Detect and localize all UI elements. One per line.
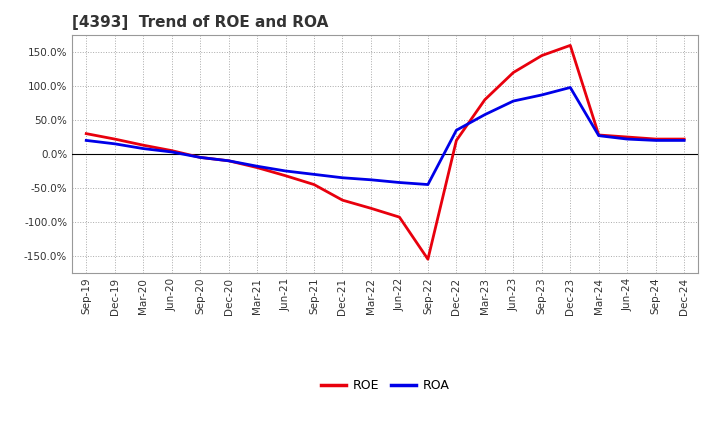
Text: [4393]  Trend of ROE and ROA: [4393] Trend of ROE and ROA — [72, 15, 328, 30]
ROE — [139, 143, 148, 148]
ROE — [452, 138, 461, 143]
Legend: ROE, ROA: ROE, ROA — [316, 374, 454, 397]
ROE — [282, 173, 290, 178]
ROA — [366, 177, 375, 183]
ROA — [652, 138, 660, 143]
ROA — [623, 136, 631, 142]
ROE — [509, 70, 518, 75]
ROE — [366, 205, 375, 211]
ROA — [452, 128, 461, 133]
Line: ROE: ROE — [86, 45, 684, 259]
ROE — [167, 148, 176, 153]
ROA — [395, 180, 404, 185]
ROA — [253, 164, 261, 169]
ROE — [253, 165, 261, 170]
ROA — [225, 158, 233, 163]
ROE — [423, 257, 432, 262]
ROA — [310, 172, 318, 177]
ROA — [282, 169, 290, 174]
ROE — [623, 134, 631, 139]
Line: ROA: ROA — [86, 88, 684, 184]
ROA — [82, 138, 91, 143]
ROE — [680, 136, 688, 142]
ROA — [595, 133, 603, 138]
ROA — [680, 138, 688, 143]
ROA — [566, 85, 575, 90]
ROA — [509, 99, 518, 104]
ROE — [566, 43, 575, 48]
ROE — [480, 97, 489, 103]
ROA — [537, 92, 546, 98]
ROE — [395, 214, 404, 220]
ROE — [652, 136, 660, 142]
ROE — [310, 182, 318, 187]
ROE — [82, 131, 91, 136]
ROA — [139, 146, 148, 151]
ROA — [167, 149, 176, 154]
ROE — [338, 198, 347, 203]
ROA — [196, 155, 204, 160]
ROA — [480, 112, 489, 117]
ROE — [196, 155, 204, 160]
ROE — [225, 158, 233, 163]
ROA — [423, 182, 432, 187]
ROE — [595, 132, 603, 138]
ROE — [537, 53, 546, 58]
ROA — [338, 175, 347, 180]
ROA — [110, 141, 119, 147]
ROE — [110, 136, 119, 142]
